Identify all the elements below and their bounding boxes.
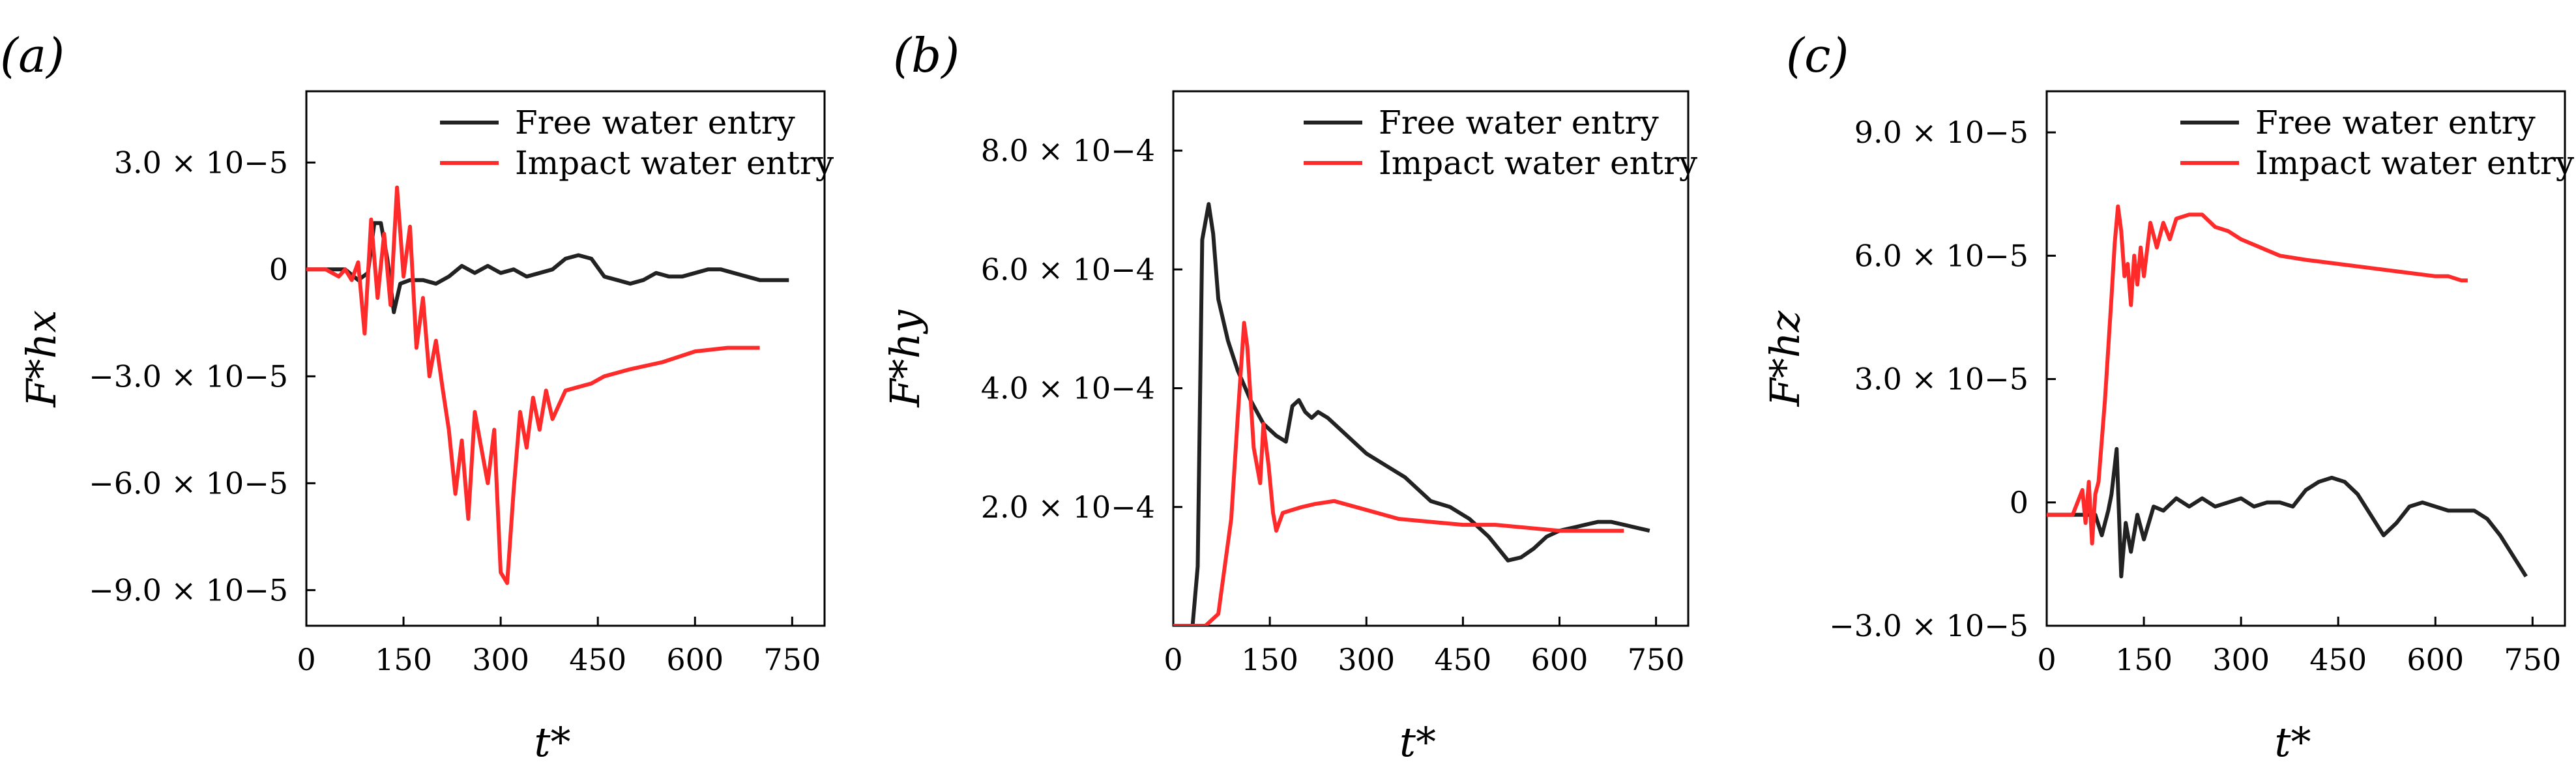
y-tick-label: 0 (2010, 485, 2028, 520)
x-tick-label: 0 (2037, 642, 2056, 677)
x-tick-label: 150 (2115, 642, 2173, 677)
series-line-impact-water-entry (306, 185, 760, 585)
x-tick-label: 150 (375, 642, 432, 677)
plot-frame (2045, 90, 2566, 627)
y-tick-label: 9.0 × 10−5 (1854, 115, 2028, 150)
y-tick-label: 3.0 × 10−5 (114, 145, 288, 180)
y-tick-label: 4.0 × 10−4 (981, 371, 1155, 406)
series-line-impact-water-entry (1173, 321, 1624, 626)
y-tick-label: 2.0 × 10−4 (981, 490, 1155, 525)
y-axis-label: F*hx (18, 310, 65, 408)
chart-panel-2: (c) 0 150 300 450 600 750 9.0 × 10−5 6.0 × 10−5 3… (1761, 28, 2575, 762)
plot-frame (1172, 90, 1690, 627)
legend-label: Impact water entry (2255, 144, 2575, 182)
y-tick-label: 6.0 × 10−5 (1854, 238, 2028, 273)
x-tick-label: 300 (472, 642, 529, 677)
y-tick-label: −9.0 × 10−5 (89, 572, 288, 608)
chart-panel-1: (b) 0 150 300 450 600 750 8.0 × 10−4 6.0 × 10−4 4… (881, 28, 1698, 762)
y-tick-label: 3.0 × 10−5 (1854, 362, 2028, 397)
x-tick-label: 0 (1164, 642, 1182, 677)
y-tick-label: 0 (269, 252, 288, 287)
x-tick-label: 600 (2407, 642, 2464, 677)
y-axis-label: F*hy (881, 310, 929, 408)
x-tick-label: 450 (2309, 642, 2367, 677)
panel-label: (a) (0, 28, 65, 83)
x-tick-label: 0 (297, 642, 315, 677)
x-tick-label: 600 (666, 642, 724, 677)
panel-label: (b) (893, 28, 959, 83)
x-axis-label: t* (534, 718, 571, 762)
x-tick-label: 300 (2212, 642, 2270, 677)
x-axis-label: t* (1399, 718, 1436, 762)
y-tick-label: −3.0 × 10−5 (1829, 608, 2028, 643)
series-line-free-water-entry (2047, 447, 2528, 579)
x-tick-label: 600 (1531, 642, 1588, 677)
x-tick-label: 150 (1241, 642, 1298, 677)
series-line-free-water-entry (1173, 202, 1650, 626)
y-tick-label: −3.0 × 10−5 (89, 359, 288, 394)
x-tick-label: 300 (1338, 642, 1395, 677)
x-tick-label: 450 (569, 642, 626, 677)
chart-panel-0: (a) 0 150 300 450 600 750 3.0 × 10−5 0 −3.0 × 10−… (0, 28, 834, 762)
x-tick-label: 750 (763, 642, 821, 677)
legend-label: Free water entry (2255, 104, 2536, 141)
x-tick-label: 750 (1628, 642, 1685, 677)
x-tick-label: 750 (2504, 642, 2561, 677)
y-tick-label: −6.0 × 10−5 (89, 465, 288, 501)
x-axis-label: t* (2275, 718, 2311, 762)
y-axis-label: F*hz (1761, 310, 1809, 407)
x-tick-label: 450 (1434, 642, 1491, 677)
plot-frame (305, 90, 826, 627)
y-tick-label: 6.0 × 10−4 (981, 252, 1155, 287)
legend-label: Impact water entry (515, 144, 834, 182)
series-line-impact-water-entry (2047, 204, 2468, 546)
panel-label: (c) (1786, 28, 1849, 83)
y-tick-label: 8.0 × 10−4 (981, 133, 1155, 168)
legend-label: Free water entry (1379, 104, 1660, 141)
legend-label: Impact water entry (1379, 144, 1698, 182)
legend-label: Free water entry (515, 104, 796, 141)
